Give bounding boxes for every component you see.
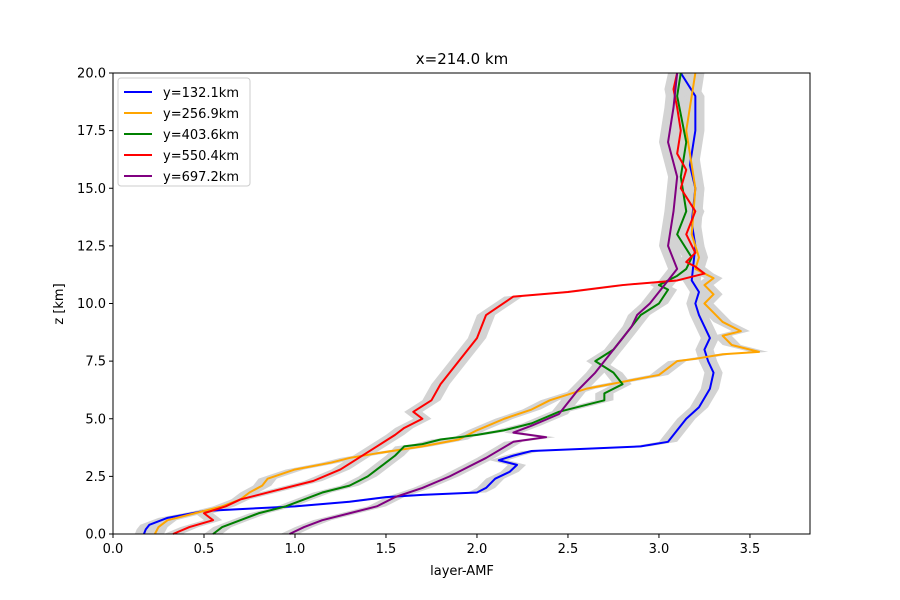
series-line-2	[153, 72, 761, 535]
y-tick-label: 10.0	[77, 297, 106, 312]
chart-title: x=214.0 km	[416, 50, 508, 68]
legend-label-1: y=132.1km	[163, 86, 239, 101]
legend: y=132.1km y=256.9km y=403.6km y=550.4km y=69…	[117, 77, 251, 187]
y-tick-label: 5.0	[85, 412, 106, 427]
x-tick-label: 1.5	[376, 542, 397, 557]
y-tick-label: 20.0	[77, 67, 106, 82]
series-line-1	[143, 72, 715, 535]
y-axis: 0.0 2.5 5.0 7.5 10.0 12.5 15.0 17.5 20.0	[77, 67, 113, 543]
y-tick-label: 2.5	[85, 470, 106, 485]
y-tick-label: 0.0	[85, 528, 106, 543]
series-lines	[143, 72, 761, 535]
y-tick-label: 17.5	[77, 124, 106, 139]
x-axis: 0.0 0.5 1.0 1.5 2.0 2.5 3.0 3.5	[103, 534, 761, 557]
y-axis-label: z [km]	[52, 283, 67, 324]
legend-label-4: y=550.4km	[163, 149, 239, 164]
y-tick-label: 15.0	[77, 182, 106, 197]
legend-label-3: y=403.6km	[163, 128, 239, 143]
y-tick-label: 12.5	[77, 239, 106, 254]
legend-label-2: y=256.9km	[163, 107, 239, 122]
legend-label-5: y=697.2km	[163, 170, 239, 185]
x-tick-label: 1.0	[285, 542, 306, 557]
x-tick-label: 2.0	[467, 542, 488, 557]
series-line-5	[289, 72, 679, 535]
x-tick-label: 0.5	[194, 542, 215, 557]
x-axis-label: layer-AMF	[430, 564, 494, 579]
x-tick-label: 2.5	[558, 542, 579, 557]
x-tick-label: 0.0	[103, 542, 124, 557]
x-tick-label: 3.5	[740, 542, 761, 557]
legend-box	[117, 77, 251, 187]
y-tick-label: 7.5	[85, 355, 106, 370]
series-line-3	[212, 72, 693, 535]
x-tick-label: 3.0	[649, 542, 670, 557]
series-line-4	[172, 72, 706, 535]
band-series-3	[203, 73, 701, 534]
